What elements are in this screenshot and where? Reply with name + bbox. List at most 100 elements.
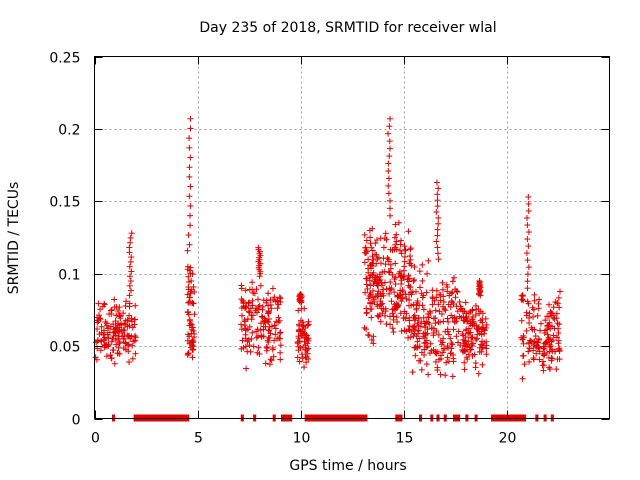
data-point [126,292,133,299]
data-point [260,333,267,340]
data-point [410,278,417,285]
data-point [98,323,105,330]
data-point [370,269,377,276]
data-point [267,330,274,337]
data-point [385,190,392,197]
data-point [385,268,392,275]
data-point [387,279,394,286]
y-tick-label: 0.05 [49,340,80,356]
data-point [377,276,384,283]
data-point [391,289,398,296]
data-point [406,275,413,282]
data-point [367,299,374,306]
data-point [186,267,193,274]
data-point [107,323,114,330]
data-point [385,168,392,175]
data-point [546,319,553,326]
data-point [403,295,410,302]
data-point [540,367,547,374]
data-point [463,313,470,320]
data-point [462,348,469,355]
data-point [368,314,375,321]
data-point [435,331,442,338]
data-point [304,350,311,357]
data-point [368,265,375,272]
data-point [450,326,457,333]
data-point [297,345,304,352]
data-point [187,290,194,297]
data-point [103,341,110,348]
data-point [518,296,525,303]
data-point [363,310,370,317]
data-point [435,185,442,192]
data-point [533,350,540,357]
y-tick-label: 0.1 [58,268,80,284]
data-point [442,307,449,314]
data-point [94,314,101,321]
data-point [397,287,404,294]
data-point [387,286,394,293]
data-point [408,262,415,269]
data-point [536,356,543,363]
data-point [123,298,130,305]
data-point [414,330,421,337]
data-point [239,337,246,344]
data-point [549,355,556,362]
data-point [472,360,479,367]
data-point [366,332,373,339]
data-point [393,314,400,321]
data-point [238,326,245,333]
data-point [534,339,541,346]
data-point [530,313,537,320]
data-point [540,345,547,352]
data-point [299,351,306,358]
data-point [374,312,381,319]
data-point [126,244,133,251]
data-point [185,286,192,293]
data-point [294,354,301,361]
data-point [545,322,552,329]
data-point [240,299,247,306]
data-point [186,241,193,248]
data-point [186,135,193,142]
data-point [544,331,551,338]
data-point [238,312,245,319]
data-point [434,191,441,198]
data-point [445,318,452,325]
data-point [131,321,138,328]
data-point [365,256,372,263]
data-point [186,294,193,301]
data-point [127,278,134,285]
data-point [185,278,192,285]
data-point [551,348,558,355]
data-point [526,319,533,326]
data-point [433,238,440,245]
data-point [266,327,273,334]
data-point [186,173,193,180]
data-point [186,144,193,151]
data-point [190,300,197,307]
data-point [242,327,249,334]
data-point [274,305,281,312]
data-point [256,302,263,309]
data-point [434,348,441,355]
data-point [414,320,421,327]
data-point [244,348,251,355]
data-point [113,312,120,319]
data-point [111,304,118,311]
data-point [546,301,553,308]
data-point [361,231,368,238]
data-point [424,343,431,350]
data-point [132,350,139,357]
data-point [412,288,419,295]
data-point [439,279,446,286]
data-point [132,316,139,323]
data-point [397,247,404,254]
data-point [389,325,396,332]
data-point [390,313,397,320]
data-point [483,345,490,352]
data-point [125,333,132,340]
data-point [300,322,307,329]
data-point [525,200,532,207]
data-point [258,332,265,339]
